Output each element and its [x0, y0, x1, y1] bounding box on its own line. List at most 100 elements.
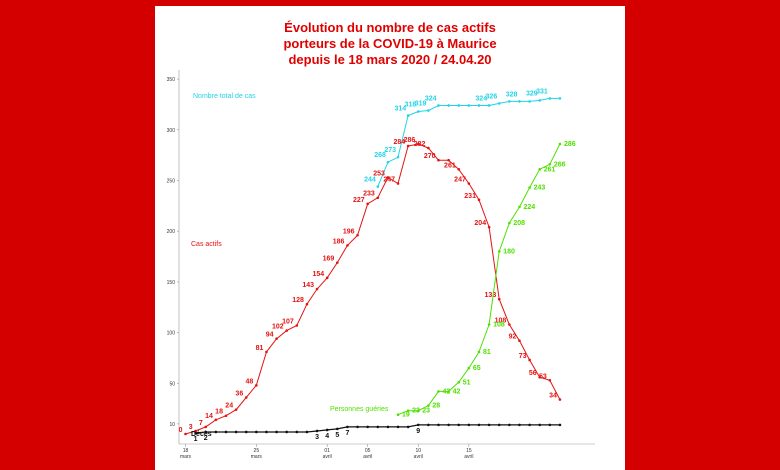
- data-point-deces: [255, 430, 258, 434]
- data-point-cas-actifs: [427, 146, 430, 150]
- data-point-cas-actifs: [325, 276, 329, 280]
- data-label-cas-actifs: 247: [454, 177, 466, 184]
- data-point-cas-actifs: [447, 158, 450, 162]
- data-label-nombre-total-de-cas: 326: [486, 93, 498, 100]
- data-point-cas-actifs: [396, 182, 400, 185]
- data-point-nombre-total-de-cas: [437, 104, 440, 107]
- data-point-cas-actifs: [265, 350, 268, 354]
- data-label-personnes-gueries: 108: [493, 321, 505, 328]
- data-label-cas-actifs: 36: [235, 390, 243, 397]
- data-point-cas-actifs: [376, 196, 380, 200]
- line-chart: 105010015020025030035018mars25mars01avri…: [167, 70, 595, 460]
- data-point-deces: [487, 423, 491, 427]
- x-tick-label: avril: [363, 454, 372, 460]
- data-point-cas-actifs: [538, 375, 541, 379]
- data-label-cas-actifs: 204: [474, 220, 486, 227]
- data-label-cas-actifs: 169: [323, 256, 335, 263]
- data-point-deces: [528, 423, 531, 427]
- data-point-personnes-gueries: [538, 168, 541, 171]
- data-point-nombre-total-de-cas: [548, 97, 552, 100]
- data-point-nombre-total-de-cas: [447, 104, 450, 107]
- data-point-cas-actifs: [487, 225, 491, 229]
- data-point-personnes-gueries: [528, 186, 531, 189]
- data-point-deces: [558, 423, 562, 427]
- data-point-cas-actifs: [528, 358, 531, 362]
- data-point-deces: [305, 430, 309, 434]
- data-point-deces: [518, 423, 521, 427]
- chart-title-line-1: Évolution du nombre de cas actifs: [284, 20, 496, 35]
- data-label-cas-actifs: 56: [529, 370, 537, 377]
- data-point-cas-actifs: [275, 337, 278, 340]
- x-tick-label: avril: [464, 454, 473, 460]
- data-label-cas-actifs: 233: [363, 191, 375, 198]
- data-point-deces: [265, 430, 268, 434]
- data-label-nombre-total-de-cas: 318: [405, 102, 417, 109]
- data-point-personnes-gueries: [406, 409, 410, 412]
- data-label-cas-actifs: 92: [509, 334, 517, 341]
- data-point-deces: [204, 430, 208, 434]
- x-tick-label: 01: [324, 448, 330, 454]
- data-point-deces: [477, 423, 481, 427]
- y-tick-label: 10: [169, 422, 175, 428]
- data-label-cas-actifs: 107: [282, 319, 294, 326]
- data-point-deces: [467, 423, 471, 427]
- data-label-personnes-gueries: 208: [513, 220, 525, 227]
- data-point-deces: [366, 425, 369, 429]
- data-point-deces: [315, 429, 319, 433]
- data-point-personnes-gueries: [457, 380, 461, 384]
- x-tick-label: avril: [323, 454, 332, 460]
- x-tick-label: 10: [415, 448, 421, 454]
- data-point-deces: [386, 425, 390, 429]
- data-point-deces: [406, 425, 410, 429]
- data-point-cas-actifs: [366, 202, 369, 206]
- data-label-personnes-gueries: 23: [422, 408, 430, 415]
- y-tick-label: 250: [167, 179, 176, 185]
- data-point-personnes-gueries: [508, 221, 511, 225]
- data-label-personnes-gueries: 224: [523, 204, 535, 211]
- data-label-cas-actifs: 3: [189, 424, 193, 431]
- data-point-nombre-total-de-cas: [508, 100, 511, 103]
- data-point-deces: [325, 428, 329, 432]
- data-point-cas-actifs: [214, 418, 218, 422]
- data-point-personnes-gueries: [447, 390, 450, 393]
- data-point-cas-actifs: [477, 198, 481, 202]
- data-label-cas-actifs: 133: [485, 292, 497, 299]
- data-label-cas-actifs: 14: [205, 413, 213, 420]
- data-point-personnes-gueries: [467, 366, 471, 370]
- data-point-nombre-total-de-cas: [396, 155, 400, 159]
- data-point-nombre-total-de-cas: [497, 102, 501, 105]
- data-point-cas-actifs: [548, 378, 552, 382]
- y-tick-label: 100: [167, 331, 176, 337]
- data-point-nombre-total-de-cas: [416, 110, 420, 113]
- data-label-cas-actifs: 0: [179, 427, 183, 434]
- x-tick-label: avril: [414, 454, 423, 460]
- data-label-cas-actifs: 196: [343, 228, 355, 235]
- data-label-cas-actifs: 247: [383, 177, 395, 184]
- data-point-personnes-gueries: [396, 413, 400, 417]
- data-label-cas-actifs: 154: [312, 271, 324, 278]
- data-label-nombre-total-de-cas: 329: [526, 90, 538, 97]
- y-tick-label: 50: [169, 381, 175, 387]
- data-point-cas-actifs: [467, 182, 471, 185]
- x-tick-label: 18: [183, 448, 189, 454]
- data-point-personnes-gueries: [558, 142, 562, 146]
- data-label-cas-actifs: 261: [444, 162, 456, 169]
- data-label-deces: 5: [335, 432, 339, 439]
- data-point-deces: [336, 427, 339, 431]
- data-point-deces: [285, 430, 288, 434]
- data-point-deces: [214, 430, 218, 434]
- data-point-deces: [416, 423, 420, 427]
- data-label-personnes-gueries: 19: [402, 412, 410, 419]
- data-label-deces: 4: [325, 433, 329, 440]
- x-tick-label: mars: [251, 454, 263, 460]
- data-label-nombre-total-de-cas: 319: [415, 101, 427, 108]
- data-point-deces: [194, 431, 197, 435]
- data-point-cas-actifs: [457, 168, 461, 171]
- data-label-cas-actifs: 73: [519, 353, 527, 360]
- data-point-cas-actifs: [497, 297, 501, 301]
- data-point-deces: [447, 423, 450, 427]
- data-label-cas-actifs: 128: [292, 297, 304, 304]
- data-label-cas-actifs: 227: [353, 197, 365, 204]
- data-label-cas-actifs: 48: [246, 378, 254, 385]
- data-label-personnes-gueries: 23: [412, 408, 420, 415]
